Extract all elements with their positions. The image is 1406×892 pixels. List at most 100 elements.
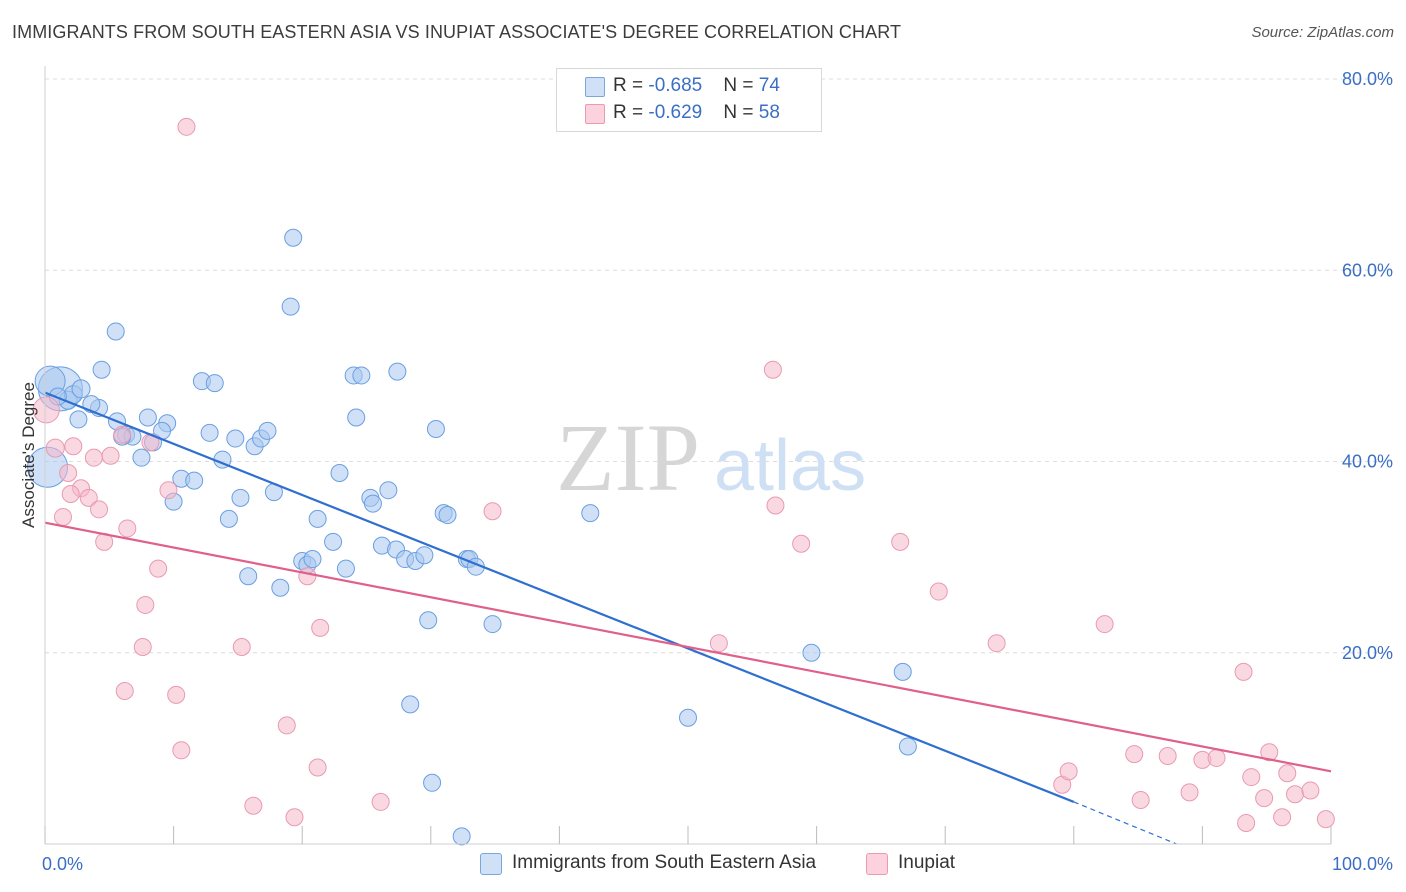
legend-n-value: 58 xyxy=(758,102,780,123)
point-inupiat xyxy=(172,741,191,760)
point-asia xyxy=(239,567,258,586)
point-asia xyxy=(898,737,917,756)
y-axis-title: Associate's Degree xyxy=(19,382,38,528)
legend: R = -0.685 N = 74 R = -0.629 N = 58 xyxy=(556,68,822,132)
point-inupiat xyxy=(371,792,390,811)
legend-r-label: R = xyxy=(613,102,649,123)
watermark-zip: ZIP xyxy=(556,404,700,511)
point-inupiat xyxy=(1255,789,1274,808)
point-inupiat xyxy=(115,682,134,700)
point-inupiat xyxy=(1180,783,1199,802)
point-inupiat xyxy=(1237,813,1256,832)
point-asia xyxy=(330,463,349,482)
point-inupiat xyxy=(136,595,155,614)
point-inupiat xyxy=(101,446,120,465)
point-inupiat xyxy=(149,559,168,578)
trend-line-asia-extension xyxy=(1073,801,1177,845)
bottom-legend-label: Immigrants from South Eastern Asia xyxy=(512,852,817,873)
point-inupiat xyxy=(763,360,782,379)
point-inupiat xyxy=(1207,748,1226,767)
point-asia xyxy=(231,488,250,507)
point-inupiat xyxy=(32,396,60,424)
point-inupiat xyxy=(118,519,137,538)
point-inupiat xyxy=(159,481,178,500)
point-asia xyxy=(401,695,420,714)
point-inupiat xyxy=(709,634,728,653)
point-asia xyxy=(438,506,457,525)
point-asia xyxy=(303,550,322,569)
bottom-legend-swatch-blue xyxy=(480,853,502,875)
point-asia xyxy=(423,773,442,792)
point-inupiat xyxy=(84,448,103,467)
point-asia xyxy=(893,662,912,681)
point-inupiat xyxy=(1316,810,1335,829)
point-inupiat xyxy=(1125,745,1144,764)
point-inupiat xyxy=(1242,768,1261,787)
point-inupiat xyxy=(45,438,65,458)
point-asia xyxy=(69,410,88,429)
point-inupiat xyxy=(277,716,296,735)
point-inupiat xyxy=(1059,762,1078,781)
point-inupiat xyxy=(167,685,186,704)
gridlines xyxy=(45,78,1392,654)
legend-r-label: R = xyxy=(613,75,649,96)
point-inupiat xyxy=(308,758,327,777)
x-tick-label: 0.0% xyxy=(42,854,83,874)
legend-r-value: -0.629 xyxy=(648,102,703,123)
point-inupiat xyxy=(244,796,263,815)
point-asia xyxy=(308,509,327,528)
point-inupiat xyxy=(54,507,73,526)
legend-n-label: N = xyxy=(723,75,759,96)
point-asia xyxy=(347,408,366,427)
point-inupiat xyxy=(59,463,78,482)
point-asia xyxy=(205,374,224,393)
point-asia xyxy=(226,429,245,448)
point-inupiat xyxy=(1301,781,1320,800)
legend-r-value: -0.685 xyxy=(648,75,703,96)
point-asia xyxy=(92,360,111,379)
y-tick-label: 40.0% xyxy=(1342,452,1393,472)
point-inupiat xyxy=(232,638,251,657)
point-inupiat xyxy=(766,496,785,515)
point-asia xyxy=(132,448,151,467)
point-asia xyxy=(352,366,371,385)
point-asia xyxy=(271,578,290,597)
point-asia xyxy=(258,421,277,440)
point-inupiat xyxy=(90,500,109,519)
point-asia xyxy=(324,532,343,551)
y-tick-label: 80.0% xyxy=(1342,69,1393,89)
watermark-atlas: atlas xyxy=(714,426,866,506)
point-inupiat xyxy=(483,502,502,521)
point-inupiat xyxy=(1131,791,1150,810)
point-inupiat xyxy=(79,488,98,507)
point-inupiat xyxy=(61,485,80,504)
bottom-legend-swatch-pink xyxy=(866,853,888,875)
point-inupiat xyxy=(113,425,132,444)
point-inupiat xyxy=(1260,743,1279,762)
point-asia xyxy=(426,419,445,438)
legend-swatch-pink xyxy=(585,104,605,124)
point-inupiat xyxy=(1234,662,1253,681)
point-asia xyxy=(200,423,219,442)
point-asia xyxy=(106,322,125,341)
point-inupiat xyxy=(298,567,317,586)
point-asia xyxy=(581,504,600,523)
point-inupiat xyxy=(311,618,330,637)
point-asia xyxy=(379,481,398,500)
point-inupiat xyxy=(1278,764,1297,783)
point-asia xyxy=(679,708,697,727)
point-inupiat xyxy=(133,638,152,657)
point-inupiat xyxy=(177,117,196,136)
legend-n-value: 74 xyxy=(758,75,780,96)
point-inupiat xyxy=(891,532,910,551)
point-asia xyxy=(284,228,303,247)
point-asia xyxy=(483,615,502,634)
point-inupiat xyxy=(1285,785,1304,804)
y-tick-label: 20.0% xyxy=(1342,643,1393,663)
point-asia xyxy=(452,827,471,846)
point-asia xyxy=(185,471,204,490)
legend-n-label: N = xyxy=(723,102,759,123)
point-asia xyxy=(71,379,91,399)
axes: 20.0% 40.0% 60.0% 80.0% 0.0% 100.0% xyxy=(42,66,1393,874)
point-inupiat xyxy=(929,582,948,601)
